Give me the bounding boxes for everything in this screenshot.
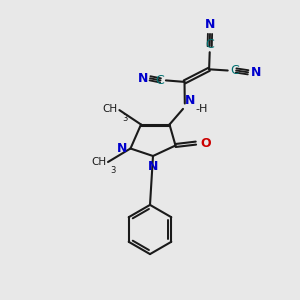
Text: N: N	[116, 142, 127, 155]
Text: -H: -H	[196, 104, 208, 115]
Text: N: N	[138, 72, 148, 85]
Text: CH: CH	[92, 157, 106, 167]
Text: 3: 3	[110, 166, 116, 175]
Text: CH: CH	[103, 104, 118, 115]
Text: N: N	[184, 94, 195, 107]
Text: N: N	[250, 66, 261, 79]
Text: O: O	[200, 136, 211, 150]
Text: 3: 3	[122, 114, 127, 123]
Text: N: N	[148, 160, 158, 172]
Text: C: C	[231, 64, 239, 77]
Text: C: C	[205, 38, 214, 51]
Text: C: C	[156, 74, 164, 87]
Text: N: N	[205, 19, 215, 32]
